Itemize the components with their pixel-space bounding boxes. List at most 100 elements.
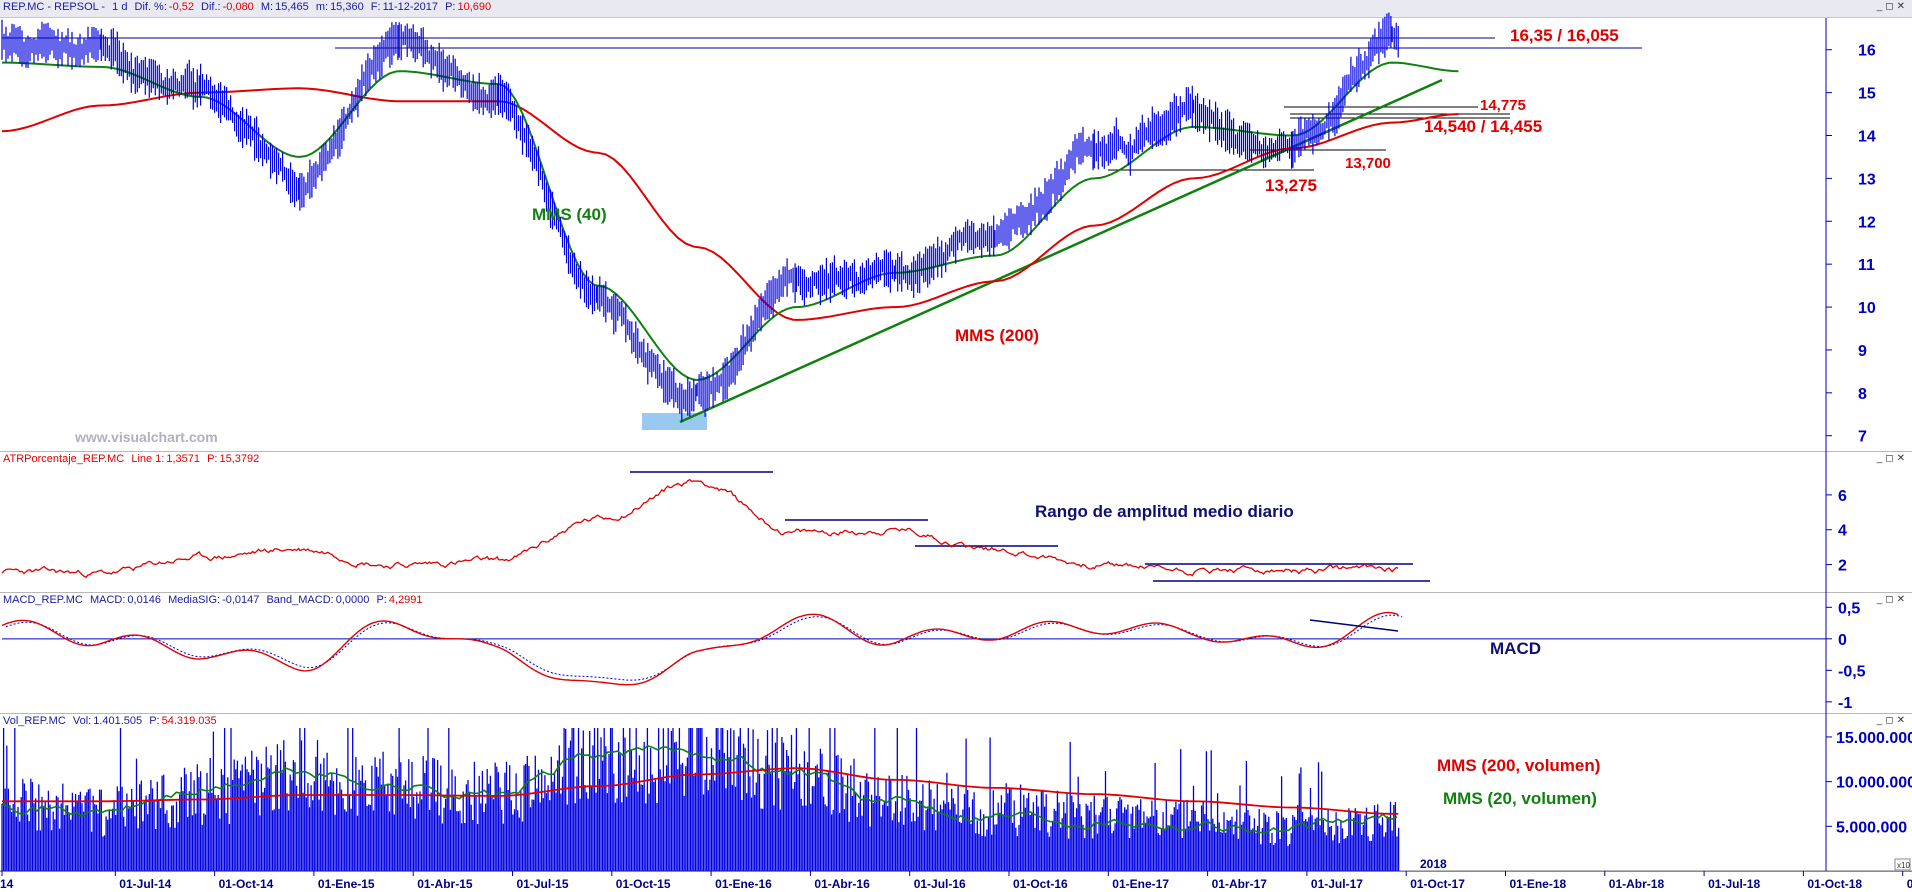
max-value: 15,465 — [275, 1, 309, 13]
x-tick-label: 0 — [1907, 877, 1912, 891]
atr-panel[interactable]: ATRPorcentaje_REP.MC Line 1: 1,3571 P: 15,… — [0, 452, 1912, 593]
x-tick-label: 01-Oct-15 — [616, 877, 671, 891]
minimize-icon[interactable]: _ — [1876, 594, 1886, 605]
scale-badge: x10 — [1897, 861, 1910, 870]
annotation-mms200: MMS (200) — [955, 326, 1039, 345]
price-bars — [1, 12, 1399, 422]
vol-y-tick-label: 15.000.000 — [1836, 730, 1912, 747]
x-tick-label: 01-Oct-14 — [219, 877, 274, 891]
date-value: 11-12-2017 — [382, 1, 439, 13]
vol-annotation-mms200: MMS (200, volumen) — [1437, 756, 1600, 775]
x-tick-label: 01-Jul-16 — [914, 877, 966, 891]
mms200-line — [1, 87, 1459, 321]
diff-pct-value: -0,52 — [168, 1, 194, 13]
x-tick-label: 01-Ene-16 — [715, 877, 772, 891]
volume-bars — [1, 728, 1400, 871]
atr-y-tick-label: 6 — [1838, 488, 1847, 505]
x-tick-label: 01-Abr-16 — [814, 877, 870, 891]
price-y-tick-label: 9 — [1858, 343, 1867, 360]
macd-y-tick-label: 0,5 — [1838, 600, 1860, 617]
x-tick-label: 01-Abr-15 — [417, 877, 473, 891]
minimize-icon[interactable]: _ — [1876, 715, 1886, 726]
annotation-mms40: MMS (40) — [532, 205, 607, 224]
macd-y-tick-label: -0,5 — [1838, 663, 1866, 680]
x-tick-label: 01-Oct-16 — [1013, 877, 1068, 891]
macd-annotation: MACD — [1490, 639, 1541, 658]
annotation-lvl13275: 13,275 — [1265, 176, 1317, 195]
atr-line — [1, 478, 1399, 579]
scale-badge-box — [1894, 858, 1911, 871]
macd-window-controls[interactable]: _◻✕ — [1877, 594, 1908, 605]
atr-chart: 6 4 2 Rango de amplitud medio diario — [1, 452, 1847, 593]
close-icon[interactable]: ✕ — [1896, 594, 1908, 605]
x-tick-label: 01-Ene-15 — [318, 877, 375, 891]
price-panel[interactable]: REP.MC - REPSOL - 1 d Dif. %: -0,52 Dif.:… — [0, 0, 1912, 452]
price-y-tick-label: 13 — [1858, 171, 1876, 188]
price-chart: 16 15 14 13 12 11 10 9 8 7 www.visualchart.com MMS … — [1, 12, 1876, 452]
vol-mms200-line — [2, 767, 1399, 815]
macd-panel[interactable]: MACD_REP.MC MACD: 0,0146 MediaSIG: -0,0147… — [0, 593, 1912, 714]
close-icon[interactable]: ✕ — [1896, 715, 1908, 726]
vol-y-tick-label: 5.000.000 — [1836, 819, 1907, 836]
price-y-tick-label: 12 — [1858, 214, 1876, 231]
annotation-res1: 16,35 / 16,055 — [1510, 26, 1619, 45]
vol-annotation-mms20: MMS (20, volumen) — [1443, 789, 1597, 808]
price-y-tick-label: 11 — [1858, 257, 1875, 274]
macd-panel-title: MACD_REP.MC MACD: 0,0146 MediaSIG: -0,0147… — [3, 594, 423, 606]
minimize-icon[interactable]: _ — [1876, 1, 1886, 12]
atr-annotation: Rango de amplitud medio diario — [1035, 502, 1294, 521]
x-tick-label: 01-Abr-18 — [1609, 877, 1665, 891]
macd-chart: 0,5 0 -0,5 -1 MACD — [1, 593, 1866, 714]
restore-icon[interactable]: ◻ — [1885, 594, 1897, 605]
atr-y-tick-label: 4 — [1838, 523, 1847, 540]
x-tick-label: 01-Jul-18 — [1708, 877, 1760, 891]
vol-y-tick-label: 10.000.000 — [1836, 775, 1912, 792]
x-tick-label: 01-Abr-17 — [1212, 877, 1268, 891]
volume-panel[interactable]: Vol_REP.MC Vol: 1.401.505 P: 54.319.035 _◻… — [0, 714, 1912, 871]
atr-y-tick-label: 2 — [1838, 558, 1847, 575]
x-tick-label: 01-Oct-17 — [1410, 877, 1465, 891]
restore-icon[interactable]: ◻ — [1885, 715, 1897, 726]
x-tick-label: 01-Jul-14 — [119, 877, 171, 891]
restore-icon[interactable]: ◻ — [1885, 453, 1897, 464]
header-bar — [0, 0, 1912, 18]
atr-panel-title: ATRPorcentaje_REP.MC Line 1: 1,3571 P: 15,… — [3, 453, 260, 465]
volume-panel-title: Vol_REP.MC Vol: 1.401.505 P: 54.319.035 — [3, 715, 217, 727]
macd-line — [1, 611, 1399, 686]
price-y-tick-label: 7 — [1858, 429, 1867, 446]
price-value: 10,690 — [457, 1, 492, 13]
annotation-lvl14775: 14,775 — [1480, 97, 1526, 114]
diff-value: -0,080 — [222, 1, 254, 13]
uptrend-line — [679, 78, 1443, 424]
atr-window-controls[interactable]: _◻✕ — [1877, 453, 1908, 464]
macd-y-tick-label: -1 — [1838, 695, 1852, 712]
volume-window-controls[interactable]: _◻✕ — [1877, 715, 1908, 726]
price-y-tick-label: 10 — [1858, 300, 1876, 317]
price-y-tick-label: 8 — [1858, 386, 1867, 403]
close-icon[interactable]: ✕ — [1896, 1, 1908, 12]
minimize-icon[interactable]: _ — [1876, 453, 1886, 464]
x-axis: 14 01-Jul-14 01-Oct-14 01-Ene-15 01-Abr-15 01… — [0, 871, 1912, 892]
year-marker: 2018 — [1420, 857, 1447, 871]
price-y-tick-label: 14 — [1858, 129, 1876, 146]
macd-signal-line — [5, 614, 1403, 681]
window-controls[interactable]: _◻✕ — [1877, 1, 1908, 12]
x-axis-svg: 14 01-Jul-14 01-Oct-14 01-Ene-15 01-Abr-15 01… — [0, 871, 1912, 891]
min-value: 15,360 — [330, 1, 364, 13]
watermark-text: www.visualchart.com — [74, 429, 218, 445]
annotation-lvl13700: 13,700 — [1345, 155, 1391, 172]
macd-y-tick-label: 0 — [1838, 632, 1847, 649]
price-panel-title: REP.MC - REPSOL - 1 d Dif. %: -0,52 Dif.:… — [3, 1, 492, 13]
x-tick-label: 01-Ene-18 — [1510, 877, 1567, 891]
macd-divergence-line — [1309, 619, 1399, 632]
price-y-tick-label: 16 — [1858, 43, 1876, 60]
x-tick-label: 01-Jul-15 — [517, 877, 569, 891]
price-y-tick-label: 15 — [1858, 86, 1876, 103]
x-tick-label: 01-Jul-17 — [1311, 877, 1363, 891]
annotation-lvl14540: 14,540 / 14,455 — [1424, 117, 1542, 136]
close-icon[interactable]: ✕ — [1896, 453, 1908, 464]
x-tick-label: 14 — [0, 877, 14, 891]
x-tick-label: 01-Ene-17 — [1112, 877, 1169, 891]
restore-icon[interactable]: ◻ — [1885, 1, 1897, 12]
volume-chart: 15.000.000 10.000.000 5.000.000 MMS (200, v… — [1, 714, 1912, 871]
